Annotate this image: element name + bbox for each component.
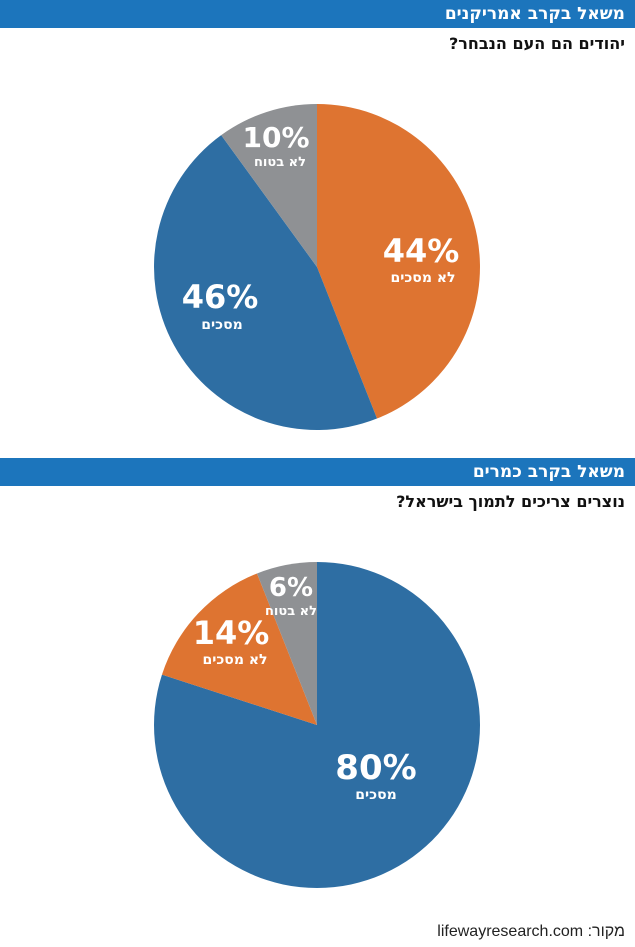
slice-category-label: לא מסכים — [391, 270, 456, 286]
pie-slice-1 — [317, 104, 480, 419]
source-credit: מקור: lifewayresearch.com — [437, 923, 625, 940]
slice-category-label: מסכים — [201, 317, 242, 333]
pie-chart-chosen-people: 44%לא מסכים 46%מסכים 10%לא בטוח — [154, 104, 480, 430]
slice-percent-label: 14% — [193, 614, 270, 652]
banner-pastors: משאל בקרב כמרים — [0, 458, 635, 486]
slice-percent-label: 80% — [335, 748, 416, 788]
slice-category-label: לא בטוח — [254, 155, 306, 170]
question-chosen-people: יהודים הם העם הנבחר? — [449, 34, 625, 53]
pie-slice-2 — [161, 573, 317, 725]
slice-percent-label: 10% — [242, 121, 309, 154]
pie-chart-support-israel: 80%מסכים 14%לא מסכים 6%לא בטוח — [154, 562, 481, 888]
pie-slice-3 — [221, 104, 317, 267]
question-support-israel: נוצרים צריכים לתמוך בישראל? — [396, 492, 625, 511]
slice-percent-label: 6% — [269, 573, 313, 603]
banner-americans: משאל בקרב אמריקנים — [0, 0, 635, 28]
pie-slice-2 — [154, 135, 377, 430]
pie-slice-1 — [154, 562, 481, 888]
slice-percent-label: 46% — [182, 278, 259, 316]
slice-category-label: לא בטוח — [265, 604, 317, 619]
pie-slice-3 — [257, 562, 317, 725]
slice-category-label: מסכים — [355, 787, 396, 803]
slice-percent-label: 44% — [383, 232, 460, 270]
slice-category-label: לא מסכים — [203, 652, 268, 668]
